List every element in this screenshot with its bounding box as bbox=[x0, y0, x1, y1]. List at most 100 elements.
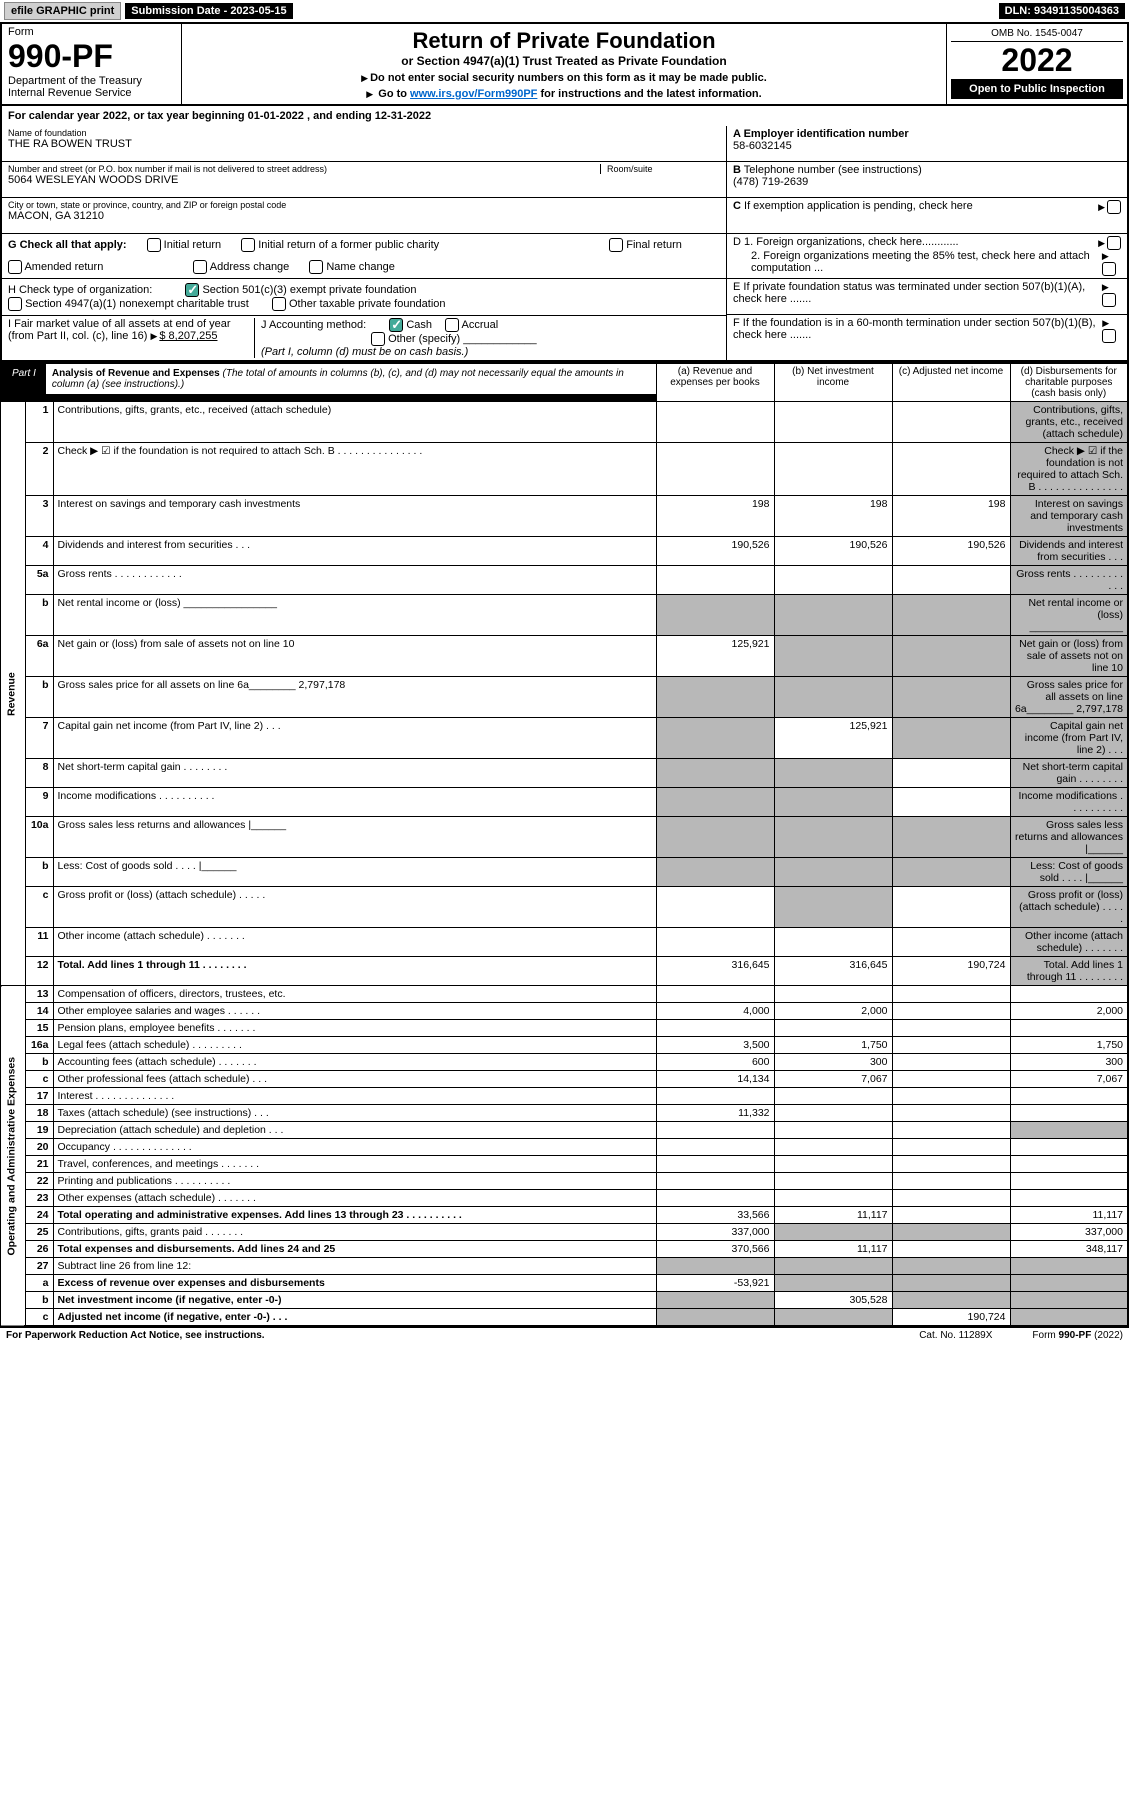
cell-d: Net rental income or (loss) ____________… bbox=[1010, 595, 1128, 636]
foundation-name: THE RA BOWEN TRUST bbox=[8, 138, 720, 150]
cell-c bbox=[892, 1071, 1010, 1088]
chk-d2[interactable] bbox=[1102, 262, 1116, 276]
cell-a bbox=[656, 443, 774, 496]
omb-number: OMB No. 1545-0047 bbox=[951, 26, 1123, 42]
instr-1: Do not enter social security numbers on … bbox=[186, 72, 942, 84]
table-row: aExcess of revenue over expenses and dis… bbox=[1, 1275, 1128, 1292]
d1-label: D 1. Foreign organizations, check here..… bbox=[733, 236, 959, 248]
chk-4947[interactable] bbox=[8, 297, 22, 311]
efile-print-button[interactable]: efile GRAPHIC print bbox=[4, 2, 121, 20]
chk-amended[interactable] bbox=[8, 260, 22, 274]
row-desc: Total expenses and disbursements. Add li… bbox=[53, 1241, 656, 1258]
cell-c bbox=[892, 1105, 1010, 1122]
cell-b bbox=[774, 986, 892, 1003]
j-note: (Part I, column (d) must be on cash basi… bbox=[261, 346, 468, 358]
chk-cash[interactable] bbox=[389, 318, 403, 332]
row-number: a bbox=[25, 1275, 53, 1292]
cell-c bbox=[892, 858, 1010, 887]
row-number: 6a bbox=[25, 636, 53, 677]
cell-c bbox=[892, 718, 1010, 759]
chk-c[interactable] bbox=[1107, 200, 1121, 214]
cell-b bbox=[774, 759, 892, 788]
h-label: H Check type of organization: bbox=[8, 284, 152, 296]
cell-a bbox=[656, 858, 774, 887]
cell-b bbox=[774, 1122, 892, 1139]
cell-d: 1,750 bbox=[1010, 1037, 1128, 1054]
cell-c bbox=[892, 1088, 1010, 1105]
irs-link[interactable]: www.irs.gov/Form990PF bbox=[410, 88, 537, 100]
cell-a bbox=[656, 1156, 774, 1173]
cell-c: 198 bbox=[892, 496, 1010, 537]
row-desc: Check ▶ ☑ if the foundation is not requi… bbox=[53, 443, 656, 496]
row-number: 16a bbox=[25, 1037, 53, 1054]
chk-d1[interactable] bbox=[1107, 236, 1121, 250]
row-number: 24 bbox=[25, 1207, 53, 1224]
addr-label: Number and street (or P.O. box number if… bbox=[8, 164, 594, 174]
row-number: b bbox=[25, 858, 53, 887]
footer-center: Cat. No. 11289X bbox=[919, 1330, 992, 1341]
row-desc: Gross sales less returns and allowances … bbox=[53, 817, 656, 858]
cell-c bbox=[892, 817, 1010, 858]
row-number: 10a bbox=[25, 817, 53, 858]
cell-b: 7,067 bbox=[774, 1071, 892, 1088]
table-row: 22Printing and publications . . . . . . … bbox=[1, 1173, 1128, 1190]
chk-accrual[interactable] bbox=[445, 318, 459, 332]
cell-d bbox=[1010, 1139, 1128, 1156]
chk-final-return[interactable] bbox=[609, 238, 623, 252]
cell-b bbox=[774, 1309, 892, 1327]
chk-name-change[interactable] bbox=[309, 260, 323, 274]
cell-a bbox=[656, 566, 774, 595]
table-row: 26Total expenses and disbursements. Add … bbox=[1, 1241, 1128, 1258]
cell-c bbox=[892, 1258, 1010, 1275]
row-number: 9 bbox=[25, 788, 53, 817]
chk-other-taxable[interactable] bbox=[272, 297, 286, 311]
row-desc: Total. Add lines 1 through 11 . . . . . … bbox=[53, 957, 656, 986]
cell-c bbox=[892, 1224, 1010, 1241]
row-desc: Other professional fees (attach schedule… bbox=[53, 1071, 656, 1088]
row-desc: Other income (attach schedule) . . . . .… bbox=[53, 928, 656, 957]
chk-initial-return[interactable] bbox=[147, 238, 161, 252]
cell-c bbox=[892, 986, 1010, 1003]
cell-d bbox=[1010, 1258, 1128, 1275]
table-row: 20Occupancy . . . . . . . . . . . . . . bbox=[1, 1139, 1128, 1156]
chk-other-method[interactable] bbox=[371, 332, 385, 346]
chk-501c3[interactable] bbox=[185, 283, 199, 297]
table-row: bAccounting fees (attach schedule) . . .… bbox=[1, 1054, 1128, 1071]
d2-label: 2. Foreign organizations meeting the 85%… bbox=[751, 250, 1096, 274]
row-number: 8 bbox=[25, 759, 53, 788]
row-number: 27 bbox=[25, 1258, 53, 1275]
row-desc: Dividends and interest from securities .… bbox=[53, 537, 656, 566]
row-desc: Pension plans, employee benefits . . . .… bbox=[53, 1020, 656, 1037]
city-label: City or town, state or province, country… bbox=[8, 200, 720, 210]
chk-address-change[interactable] bbox=[193, 260, 207, 274]
submission-date: Submission Date - 2023-05-15 bbox=[125, 3, 292, 19]
cell-b bbox=[774, 887, 892, 928]
table-row: cGross profit or (loss) (attach schedule… bbox=[1, 887, 1128, 928]
form-header: Form 990-PF Department of the Treasury I… bbox=[0, 22, 1129, 106]
table-row: 21Travel, conferences, and meetings . . … bbox=[1, 1156, 1128, 1173]
chk-f[interactable] bbox=[1102, 329, 1116, 343]
cell-c bbox=[892, 1190, 1010, 1207]
cell-b: 300 bbox=[774, 1054, 892, 1071]
cell-b: 2,000 bbox=[774, 1003, 892, 1020]
table-row: bLess: Cost of goods sold . . . . |_____… bbox=[1, 858, 1128, 887]
row-desc: Interest . . . . . . . . . . . . . . bbox=[53, 1088, 656, 1105]
table-row: 15Pension plans, employee benefits . . .… bbox=[1, 1020, 1128, 1037]
chk-initial-former[interactable] bbox=[241, 238, 255, 252]
cell-c bbox=[892, 636, 1010, 677]
row-number: 15 bbox=[25, 1020, 53, 1037]
cell-d: Interest on savings and temporary cash i… bbox=[1010, 496, 1128, 537]
cell-b bbox=[774, 1020, 892, 1037]
cell-d: Contributions, gifts, grants, etc., rece… bbox=[1010, 402, 1128, 443]
table-row: 2Check ▶ ☑ if the foundation is not requ… bbox=[1, 443, 1128, 496]
col-c: (c) Adjusted net income bbox=[892, 363, 1010, 402]
row-number: 25 bbox=[25, 1224, 53, 1241]
row-number: c bbox=[25, 887, 53, 928]
cell-a bbox=[656, 817, 774, 858]
cell-b: 305,528 bbox=[774, 1292, 892, 1309]
table-row: 18Taxes (attach schedule) (see instructi… bbox=[1, 1105, 1128, 1122]
row-desc: Accounting fees (attach schedule) . . . … bbox=[53, 1054, 656, 1071]
chk-e[interactable] bbox=[1102, 293, 1116, 307]
cell-a: 14,134 bbox=[656, 1071, 774, 1088]
cell-d: Other income (attach schedule) . . . . .… bbox=[1010, 928, 1128, 957]
